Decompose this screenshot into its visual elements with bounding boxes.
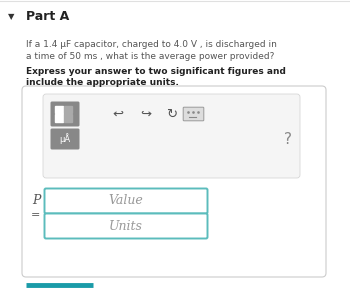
Text: =: =: [31, 210, 41, 220]
FancyBboxPatch shape: [50, 101, 79, 126]
Bar: [64, 114, 72, 122]
Text: ↻: ↻: [167, 108, 177, 120]
Bar: [64, 106, 72, 113]
FancyBboxPatch shape: [50, 129, 79, 150]
FancyBboxPatch shape: [183, 107, 204, 121]
Bar: [55, 106, 63, 113]
FancyBboxPatch shape: [22, 86, 326, 277]
Text: Express your answer to two significant figures and: Express your answer to two significant f…: [26, 67, 286, 76]
FancyBboxPatch shape: [43, 94, 300, 178]
Text: Value: Value: [108, 195, 144, 208]
FancyBboxPatch shape: [44, 188, 208, 213]
Text: If a 1.4 μF capacitor, charged to 4.0 V , is discharged in: If a 1.4 μF capacitor, charged to 4.0 V …: [26, 40, 277, 49]
Text: Units: Units: [109, 219, 143, 233]
Text: ↪: ↪: [140, 108, 152, 120]
Text: include the appropriate units.: include the appropriate units.: [26, 78, 179, 87]
Text: ?: ?: [284, 132, 292, 147]
Text: a time of 50 ms , what is the average power provided?: a time of 50 ms , what is the average po…: [26, 52, 274, 61]
Text: P: P: [32, 195, 40, 208]
Text: μÅ: μÅ: [60, 134, 71, 144]
FancyBboxPatch shape: [44, 213, 208, 239]
Text: ↩: ↩: [112, 108, 124, 120]
Bar: [55, 114, 63, 122]
Text: ▼: ▼: [8, 13, 14, 22]
Text: Part A: Part A: [26, 10, 69, 24]
